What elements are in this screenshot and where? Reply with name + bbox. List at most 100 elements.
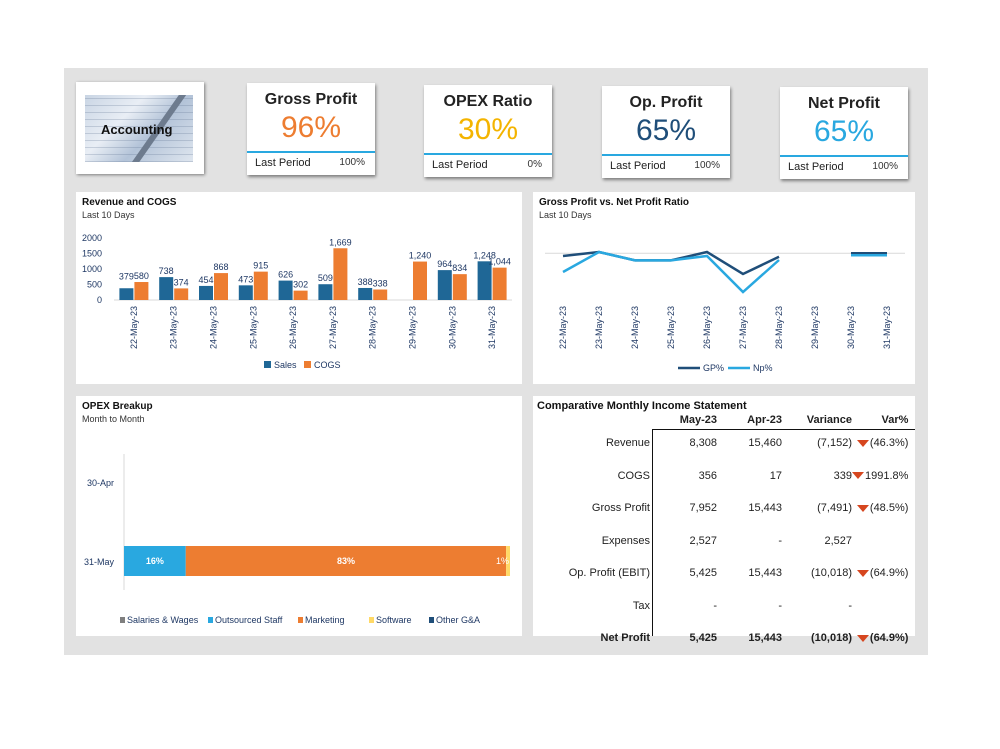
bar-data-label: 1,669 — [329, 237, 352, 247]
kpi-period-label: Last Period — [788, 161, 844, 173]
logo-label: Accounting — [101, 122, 173, 137]
panel-subtitle: Last 10 Days — [82, 210, 135, 220]
legend-swatch — [369, 617, 374, 623]
bar-data-label: 338 — [373, 279, 388, 289]
var-pct-value: (64.9%) — [869, 632, 909, 645]
y-tick-label: 1000 — [82, 264, 102, 274]
outsourced-segment — [124, 546, 186, 576]
cell-apr: 17 — [769, 469, 782, 482]
var-pct-value: (64.9%) — [869, 567, 909, 580]
cell-may: 2,527 — [689, 534, 717, 547]
cogs-bar — [134, 282, 149, 300]
kpi-period-value: 100% — [694, 160, 720, 171]
cell-may: 8,308 — [689, 437, 717, 450]
y-tick-label: 31-May — [84, 557, 115, 567]
cell-var-pct: 1991.8% — [852, 460, 908, 493]
row-label: Op. Profit (EBIT) — [568, 567, 650, 580]
bar-data-label: 580 — [134, 271, 149, 281]
kpi-period-value: 0% — [527, 159, 542, 170]
legend-label: Other G&A — [436, 615, 480, 625]
cell-var-pct: (46.3%) — [852, 427, 908, 460]
cell-apr: 15,443 — [748, 632, 782, 645]
bar-data-label: 1,240 — [409, 251, 432, 261]
down-arrow-icon — [852, 472, 864, 480]
sales-bar — [318, 284, 333, 300]
kpi-value: 65% — [635, 114, 697, 147]
bar-data-label: 738 — [159, 266, 174, 276]
bar-data-label: 915 — [253, 261, 268, 271]
table-row: Tax - - - — [533, 590, 908, 623]
cell-variance: 2,527 — [824, 534, 852, 547]
segment-label: 83% — [337, 556, 355, 566]
cogs-bar — [373, 289, 388, 300]
y-tick-label: 30-Apr — [87, 478, 114, 488]
panel-title: Revenue and COGS — [82, 197, 177, 208]
x-tick-label: 25-May-23 — [666, 306, 676, 349]
marketing-segment — [185, 546, 507, 576]
kpi-title: Gross Profit — [264, 91, 358, 108]
kpi-period-label: Last Period — [432, 159, 488, 171]
legend-label: Salaries & Wages — [127, 615, 199, 625]
x-tick-label: 23-May-23 — [594, 306, 604, 349]
down-arrow-icon — [856, 569, 869, 577]
x-tick-label: 28-May-23 — [774, 306, 784, 349]
kpi-card-gross-profit: Gross Profit 96% Last Period 100% — [247, 83, 375, 175]
down-arrow-icon — [856, 504, 869, 512]
kpi-value: 96% — [280, 111, 342, 144]
sales-bar — [358, 287, 373, 300]
row-label: Tax — [632, 599, 650, 612]
accounting-logo: Accounting — [76, 82, 204, 174]
legend-label: COGS — [314, 360, 341, 370]
x-tick-label: 26-May-23 — [288, 306, 298, 349]
cogs-bar — [413, 261, 427, 300]
var-pct-value: (48.5%) — [869, 502, 909, 515]
panel-title: OPEX Breakup — [82, 401, 153, 412]
x-tick-label: 27-May-23 — [738, 306, 748, 349]
var-pct-value: (46.3%) — [869, 437, 909, 450]
legend-label: Marketing — [305, 615, 345, 625]
cell-apr: 15,443 — [748, 567, 782, 580]
cell-may: 7,952 — [689, 502, 717, 515]
y-tick-label: 0 — [97, 295, 102, 305]
x-tick-label: 27-May-23 — [328, 306, 338, 349]
kpi-title: Net Profit — [808, 95, 880, 112]
gp-np-panel: Gross Profit vs. Net Profit Ratio Last 1… — [533, 192, 915, 384]
kpi-title: OPEX Ratio — [443, 93, 533, 110]
col-header-var-pct: Var% — [881, 414, 909, 426]
x-tick-label: 29-May-23 — [408, 306, 418, 349]
kpi-card-op-profit: Op. Profit 65% Last Period 100% — [602, 86, 730, 178]
x-tick-label: 30-May-23 — [846, 306, 856, 349]
sales-bar — [278, 280, 293, 300]
sales-bar — [238, 285, 253, 300]
legend-swatch — [429, 617, 434, 623]
cell-variance: 339 — [833, 469, 852, 482]
kpi-period-label: Last Period — [255, 157, 311, 169]
table-row: COGS 356 17 339 1991.8% — [533, 460, 909, 493]
x-tick-label: 23-May-23 — [169, 306, 179, 349]
y-tick-label: 500 — [87, 280, 102, 290]
panel-title: Comparative Monthly Income Statement — [537, 400, 747, 412]
bar-data-label: 388 — [358, 277, 373, 287]
x-tick-label: 22-May-23 — [558, 306, 568, 349]
legend-label: Np% — [753, 363, 773, 373]
cogs-bar — [452, 274, 467, 300]
table-header-rule — [652, 429, 915, 430]
cogs-bar — [333, 248, 348, 300]
x-tick-label: 26-May-23 — [702, 306, 712, 349]
x-tick-label: 22-May-23 — [129, 306, 139, 349]
legend-label: Outsourced Staff — [215, 615, 283, 625]
cell-var-pct: (64.9%) — [852, 557, 908, 590]
sales-bar — [199, 285, 213, 300]
cell-apr: 15,443 — [748, 502, 782, 515]
x-tick-label: 30-May-23 — [447, 306, 457, 349]
legend-swatch — [208, 617, 213, 623]
legend-swatch — [304, 361, 311, 368]
panel-subtitle: Last 10 Days — [539, 210, 592, 220]
income-table: May-23 Apr-23 Variance Var% Revenue 8,308… — [533, 413, 909, 655]
bar-data-label: 1,044 — [488, 257, 511, 267]
row-label: Net Profit — [600, 632, 651, 645]
legend-label: Software — [376, 615, 412, 625]
kpi-card-opex-ratio: OPEX Ratio 30% Last Period 0% — [424, 85, 552, 177]
panel-title: Gross Profit vs. Net Profit Ratio — [539, 197, 690, 208]
